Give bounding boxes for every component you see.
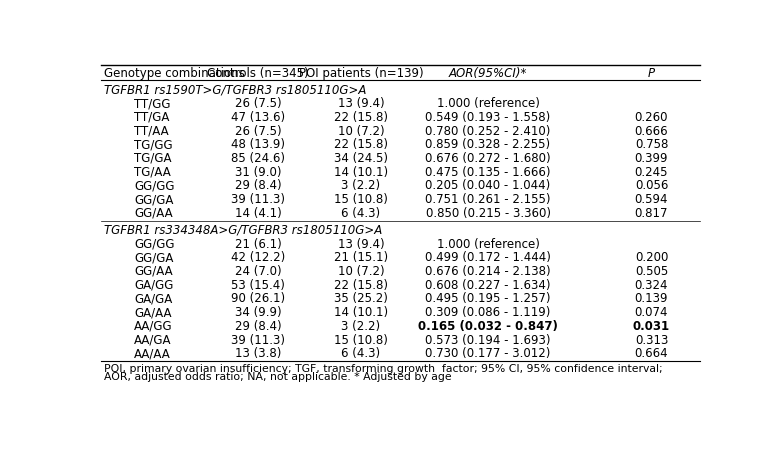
Text: 0.499 (0.172 - 1.444): 0.499 (0.172 - 1.444) bbox=[425, 251, 551, 264]
Text: TT/GG: TT/GG bbox=[134, 97, 170, 110]
Text: 24 (7.0): 24 (7.0) bbox=[235, 265, 281, 278]
Text: 0.056: 0.056 bbox=[635, 179, 668, 192]
Text: 0.495 (0.195 - 1.257): 0.495 (0.195 - 1.257) bbox=[426, 293, 551, 305]
Text: 0.139: 0.139 bbox=[635, 293, 669, 305]
Text: GG/GA: GG/GA bbox=[134, 251, 173, 264]
Text: GA/GA: GA/GA bbox=[134, 293, 172, 305]
Text: 21 (15.1): 21 (15.1) bbox=[333, 251, 388, 264]
Text: TG/AA: TG/AA bbox=[134, 166, 171, 179]
Text: 0.850 (0.215 - 3.360): 0.850 (0.215 - 3.360) bbox=[426, 207, 551, 220]
Text: GA/GG: GA/GG bbox=[134, 279, 173, 292]
Text: 0.676 (0.272 - 1.680): 0.676 (0.272 - 1.680) bbox=[425, 152, 551, 165]
Text: 39 (11.3): 39 (11.3) bbox=[231, 334, 285, 347]
Text: 29 (8.4): 29 (8.4) bbox=[235, 179, 281, 192]
Text: 0.780 (0.252 - 2.410): 0.780 (0.252 - 2.410) bbox=[426, 125, 551, 137]
Text: AOR, adjusted odds ratio; NA, not applicable. * Adjusted by age: AOR, adjusted odds ratio; NA, not applic… bbox=[104, 371, 451, 381]
Text: 0.309 (0.086 - 1.119): 0.309 (0.086 - 1.119) bbox=[426, 306, 551, 319]
Text: 0.505: 0.505 bbox=[635, 265, 668, 278]
Text: 0.313: 0.313 bbox=[635, 334, 668, 347]
Text: 0.549 (0.193 - 1.558): 0.549 (0.193 - 1.558) bbox=[426, 111, 551, 124]
Text: TT/GA: TT/GA bbox=[134, 111, 169, 124]
Text: 0.260: 0.260 bbox=[635, 111, 669, 124]
Text: 13 (9.4): 13 (9.4) bbox=[337, 97, 384, 110]
Text: 14 (4.1): 14 (4.1) bbox=[234, 207, 281, 220]
Text: TT/AA: TT/AA bbox=[134, 125, 169, 137]
Text: AA/GG: AA/GG bbox=[134, 320, 173, 333]
Text: TG/GG: TG/GG bbox=[134, 138, 173, 151]
Text: 47 (13.6): 47 (13.6) bbox=[231, 111, 285, 124]
Text: TGFBR1 rs334348A>G/TGFBR3 rs1805110G>A: TGFBR1 rs334348A>G/TGFBR3 rs1805110G>A bbox=[104, 224, 382, 237]
Text: GG/AA: GG/AA bbox=[134, 265, 173, 278]
Text: 0.730 (0.177 - 3.012): 0.730 (0.177 - 3.012) bbox=[426, 347, 551, 360]
Text: GG/GA: GG/GA bbox=[134, 193, 173, 206]
Text: POI, primary ovarian insufficiency; TGF, transforming growth  factor; 95% CI, 95: POI, primary ovarian insufficiency; TGF,… bbox=[104, 364, 662, 374]
Text: 10 (7.2): 10 (7.2) bbox=[337, 265, 384, 278]
Text: TGFBR1 rs1590T>G/TGFBR3 rs1805110G>A: TGFBR1 rs1590T>G/TGFBR3 rs1805110G>A bbox=[104, 83, 366, 96]
Text: 15 (10.8): 15 (10.8) bbox=[334, 193, 388, 206]
Text: 0.676 (0.214 - 2.138): 0.676 (0.214 - 2.138) bbox=[425, 265, 551, 278]
Text: 15 (10.8): 15 (10.8) bbox=[334, 334, 388, 347]
Text: 22 (15.8): 22 (15.8) bbox=[334, 279, 388, 292]
Text: 29 (8.4): 29 (8.4) bbox=[235, 320, 281, 333]
Text: 13 (3.8): 13 (3.8) bbox=[235, 347, 281, 360]
Text: 48 (13.9): 48 (13.9) bbox=[231, 138, 285, 151]
Text: 13 (9.4): 13 (9.4) bbox=[337, 238, 384, 251]
Text: 0.475 (0.135 - 1.666): 0.475 (0.135 - 1.666) bbox=[426, 166, 551, 179]
Text: P: P bbox=[648, 67, 655, 80]
Text: AOR(95%CI)*: AOR(95%CI)* bbox=[449, 67, 527, 80]
Text: 10 (7.2): 10 (7.2) bbox=[337, 125, 384, 137]
Text: Genotype combinations: Genotype combinations bbox=[104, 67, 244, 80]
Text: 0.758: 0.758 bbox=[635, 138, 668, 151]
Text: 1.000 (reference): 1.000 (reference) bbox=[437, 97, 540, 110]
Text: 85 (24.6): 85 (24.6) bbox=[231, 152, 285, 165]
Text: GG/GG: GG/GG bbox=[134, 238, 174, 251]
Text: 26 (7.5): 26 (7.5) bbox=[235, 97, 281, 110]
Text: 6 (4.3): 6 (4.3) bbox=[341, 347, 380, 360]
Text: 0.200: 0.200 bbox=[635, 251, 668, 264]
Text: AA/GA: AA/GA bbox=[134, 334, 172, 347]
Text: POI patients (n=139): POI patients (n=139) bbox=[298, 67, 423, 80]
Text: 14 (10.1): 14 (10.1) bbox=[333, 166, 388, 179]
Text: 0.608 (0.227 - 1.634): 0.608 (0.227 - 1.634) bbox=[426, 279, 551, 292]
Text: 1.000 (reference): 1.000 (reference) bbox=[437, 238, 540, 251]
Text: 0.817: 0.817 bbox=[635, 207, 669, 220]
Text: 3 (2.2): 3 (2.2) bbox=[341, 320, 380, 333]
Text: 3 (2.2): 3 (2.2) bbox=[341, 179, 380, 192]
Text: 34 (9.9): 34 (9.9) bbox=[235, 306, 281, 319]
Text: 21 (6.1): 21 (6.1) bbox=[234, 238, 281, 251]
Text: 14 (10.1): 14 (10.1) bbox=[333, 306, 388, 319]
Text: 39 (11.3): 39 (11.3) bbox=[231, 193, 285, 206]
Text: GA/AA: GA/AA bbox=[134, 306, 172, 319]
Text: 22 (15.8): 22 (15.8) bbox=[334, 138, 388, 151]
Text: 42 (12.2): 42 (12.2) bbox=[231, 251, 285, 264]
Text: GG/AA: GG/AA bbox=[134, 207, 173, 220]
Text: 34 (24.5): 34 (24.5) bbox=[334, 152, 388, 165]
Text: 35 (25.2): 35 (25.2) bbox=[334, 293, 388, 305]
Text: 31 (9.0): 31 (9.0) bbox=[235, 166, 281, 179]
Text: 0.031: 0.031 bbox=[633, 320, 670, 333]
Text: TG/GA: TG/GA bbox=[134, 152, 172, 165]
Text: 0.666: 0.666 bbox=[635, 125, 669, 137]
Text: 6 (4.3): 6 (4.3) bbox=[341, 207, 380, 220]
Text: 22 (15.8): 22 (15.8) bbox=[334, 111, 388, 124]
Text: GG/GG: GG/GG bbox=[134, 179, 174, 192]
Text: 0.165 (0.032 - 0.847): 0.165 (0.032 - 0.847) bbox=[418, 320, 558, 333]
Text: 0.573 (0.194 - 1.693): 0.573 (0.194 - 1.693) bbox=[426, 334, 551, 347]
Text: 0.594: 0.594 bbox=[635, 193, 669, 206]
Text: AA/AA: AA/AA bbox=[134, 347, 171, 360]
Text: 90 (26.1): 90 (26.1) bbox=[231, 293, 285, 305]
Text: 26 (7.5): 26 (7.5) bbox=[235, 125, 281, 137]
Text: 0.664: 0.664 bbox=[635, 347, 669, 360]
Text: 0.324: 0.324 bbox=[635, 279, 669, 292]
Text: Controls (n=345): Controls (n=345) bbox=[207, 67, 308, 80]
Text: 0.399: 0.399 bbox=[635, 152, 669, 165]
Text: 0.074: 0.074 bbox=[635, 306, 669, 319]
Text: 53 (15.4): 53 (15.4) bbox=[231, 279, 285, 292]
Text: 0.859 (0.328 - 2.255): 0.859 (0.328 - 2.255) bbox=[426, 138, 551, 151]
Text: 0.205 (0.040 - 1.044): 0.205 (0.040 - 1.044) bbox=[426, 179, 551, 192]
Text: 0.751 (0.261 - 2.155): 0.751 (0.261 - 2.155) bbox=[426, 193, 551, 206]
Text: 0.245: 0.245 bbox=[635, 166, 669, 179]
